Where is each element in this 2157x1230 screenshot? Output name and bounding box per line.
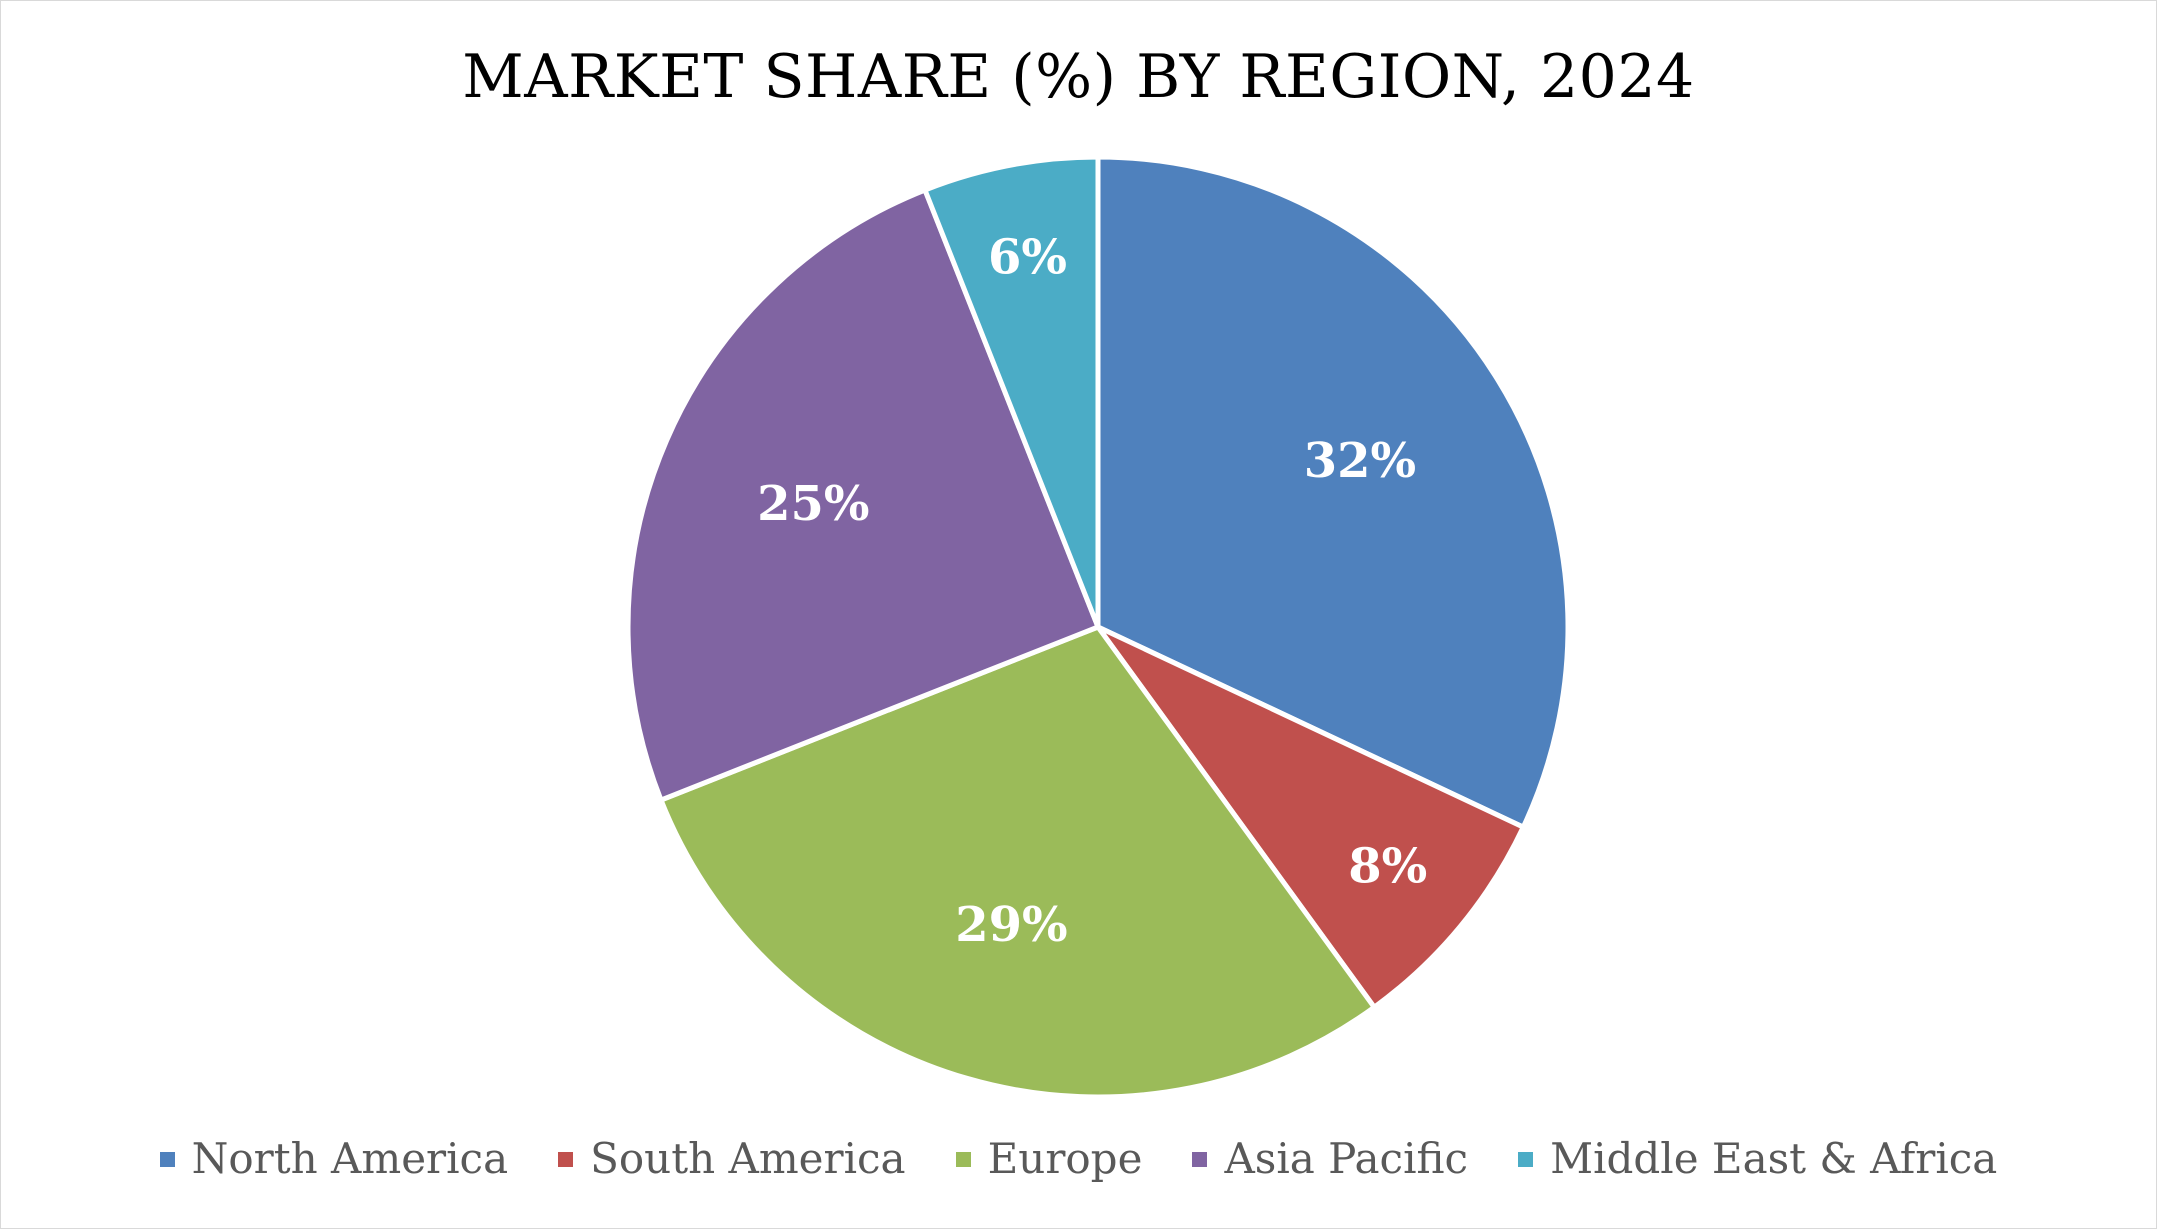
- legend-item-south-america: South America: [558, 1131, 906, 1187]
- legend-swatch-europe: [955, 1151, 971, 1167]
- chart-title: MARKET SHARE (%) BY REGION, 2024: [462, 42, 1695, 112]
- legend-label-europe: Europe: [987, 1134, 1143, 1183]
- legend-swatch-middle-east-and-africa: [1518, 1151, 1534, 1167]
- legend: North America South America Europe Asia Pac…: [1, 1131, 2156, 1187]
- legend-label-asia-pacific: Asia Pacific: [1224, 1134, 1469, 1183]
- pie-data-labels: 32% 8% 29% 25% 6%: [757, 230, 1427, 953]
- pie-slice-middle-east-and-africa: [922, 154, 1101, 630]
- legend-item-north-america: North America: [159, 1131, 509, 1187]
- legend-swatch-north-america: [159, 1151, 175, 1167]
- legend-label-south-america: South America: [590, 1134, 906, 1183]
- data-label-north-america: 32%: [1304, 433, 1416, 489]
- pie-slice-europe: [658, 624, 1377, 1100]
- pie-slice-north-america: [1095, 154, 1571, 830]
- pie-slices: [625, 154, 1571, 1100]
- pie-slice-south-america: [1095, 624, 1526, 1010]
- data-label-asia-pacific: 25%: [757, 476, 869, 532]
- pie-slice-asia-pacific: [625, 187, 1101, 803]
- legend-item-asia-pacific: Asia Pacific: [1192, 1131, 1468, 1187]
- legend-item-europe: Europe: [955, 1131, 1143, 1187]
- legend-label-north-america: North America: [191, 1134, 509, 1183]
- legend-item-middle-east-and-africa: Middle East & Africa: [1518, 1131, 1997, 1187]
- legend-label-middle-east-and-africa: Middle East & Africa: [1550, 1134, 1998, 1183]
- data-label-south-america: 8%: [1348, 839, 1427, 895]
- legend-swatch-south-america: [558, 1151, 574, 1167]
- legend-swatch-asia-pacific: [1192, 1151, 1208, 1167]
- data-label-middle-east-and-africa: 6%: [988, 230, 1067, 286]
- data-label-europe: 29%: [955, 897, 1067, 953]
